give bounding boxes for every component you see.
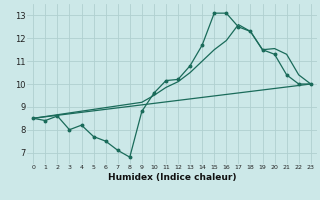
- X-axis label: Humidex (Indice chaleur): Humidex (Indice chaleur): [108, 173, 236, 182]
